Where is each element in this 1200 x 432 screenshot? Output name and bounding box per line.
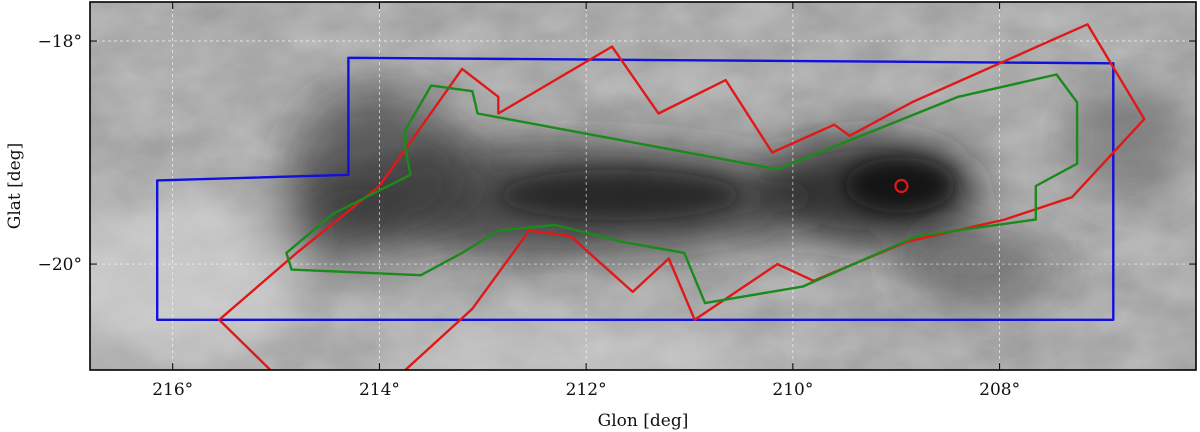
axis-ticks: 216° 214° 212° 210° 208° −18° −20° [38, 2, 1196, 400]
marker-circle-0 [894, 178, 909, 194]
y-axis-label: Glat [deg] [5, 143, 25, 229]
x-axis-label: Glon [deg] [598, 411, 689, 431]
markers [894, 178, 909, 194]
x-tick-label-1: 214° [359, 380, 400, 400]
coordinate-grid [90, 2, 1196, 370]
y-tick-label-1: −20° [38, 255, 82, 275]
region-outlines [155, 23, 1146, 370]
x-tick-label-0: 216° [152, 380, 193, 400]
region-outline-blue [155, 56, 1115, 321]
region-outline-green [285, 73, 1079, 305]
region-outline-red [217, 23, 1146, 370]
x-tick-label-2: 212° [566, 380, 607, 400]
x-tick-label-4: 208° [979, 380, 1020, 400]
plot-frame [89, 1, 1197, 371]
x-tick-label-3: 210° [772, 380, 813, 400]
y-tick-label-0: −18° [38, 32, 82, 52]
